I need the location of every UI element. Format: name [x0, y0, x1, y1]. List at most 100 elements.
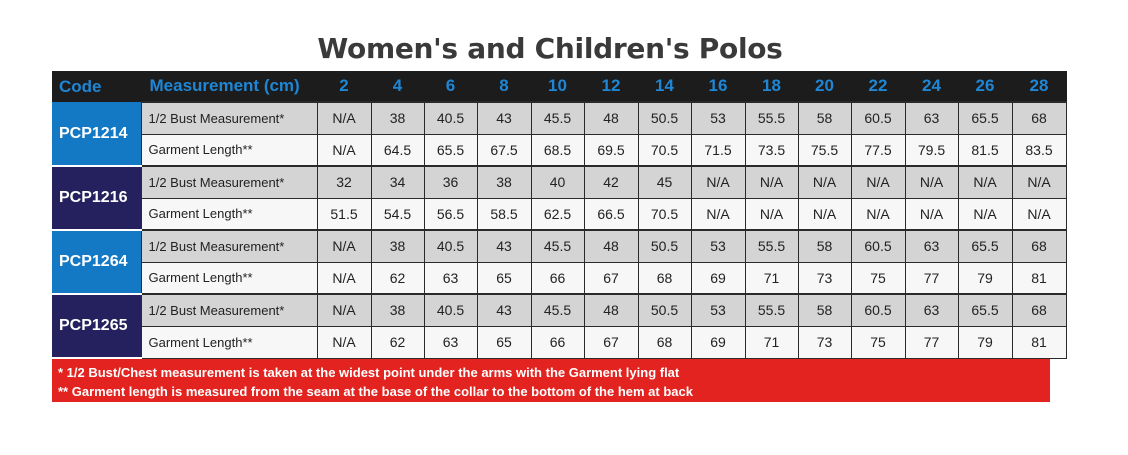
table-header-row: Code Measurement (cm) 2 4 6 8 10 12 14 16 18 20 22… [52, 71, 1067, 102]
measurement-value: 69 [690, 261, 746, 295]
measurement-value: 50.5 [637, 293, 692, 327]
size-table: Code Measurement (cm) 2 4 6 8 10 12 14 16 18 20 22… [52, 71, 1067, 359]
table-row: PCP1216 1/2 Bust Measurement* 32 34 36 38 40 42… [52, 165, 1067, 231]
header-size: 20 [798, 71, 852, 102]
measurement-value: 64.5 [370, 133, 425, 167]
measurement-value: 60.5 [850, 293, 906, 327]
measurement-value: 55.5 [744, 293, 799, 327]
footnote-length: ** Garment length is measured from the s… [58, 384, 693, 399]
measurement-value: 65 [476, 325, 532, 359]
measurement-value: 83.5 [1011, 133, 1067, 167]
measurement-value: 65.5 [957, 293, 1013, 327]
measurement-value: 58 [797, 101, 852, 135]
header-size: 14 [638, 71, 692, 102]
measurement-value: 71.5 [690, 133, 746, 167]
measurement-value: 45 [637, 165, 692, 199]
header-size: 4 [371, 71, 425, 102]
measurement-value: 34 [370, 165, 425, 199]
measurement-value: 43 [476, 229, 532, 263]
header-size: 28 [1012, 71, 1067, 102]
measurement-label: Garment Length** [140, 261, 318, 295]
measurement-value: 73 [797, 325, 852, 359]
header-size: 12 [584, 71, 639, 102]
measurement-value: N/A [316, 101, 372, 135]
measurement-value: 75 [850, 261, 906, 295]
footnote-bust: * 1/2 Bust/Chest measurement is taken at… [58, 365, 680, 380]
measurement-label: 1/2 Bust Measurement* [140, 293, 318, 327]
measurement-value: 81 [1011, 325, 1067, 359]
measurement-value: 63 [423, 325, 478, 359]
measurement-value: 38 [370, 229, 425, 263]
size-chart: Code Measurement (cm) 2 4 6 8 10 12 14 16 18 20 22… [52, 71, 1067, 404]
measurement-value: N/A [1011, 197, 1067, 231]
measurement-value: 75.5 [797, 133, 852, 167]
measurement-value: N/A [957, 165, 1013, 199]
product-code: PCP1264 [52, 230, 141, 295]
measurement-value: 63 [904, 229, 959, 263]
measurement-value: N/A [690, 165, 746, 199]
header-size: 8 [477, 71, 532, 102]
measurement-value: 79.5 [904, 133, 959, 167]
measurement-value: N/A [904, 165, 959, 199]
table-row: Garment Length** N/A 62 63 65 66 67 68 69 71 73 75 7… [52, 261, 1067, 295]
page-title: Women's and Children's Polos [317, 32, 783, 65]
measurement-value: 73.5 [744, 133, 799, 167]
measurement-label: Garment Length** [140, 325, 318, 359]
measurement-value: 67 [583, 325, 639, 359]
measurement-value: 77 [904, 325, 959, 359]
measurement-value: 45.5 [530, 229, 585, 263]
measurement-value: 45.5 [530, 101, 585, 135]
measurement-value: N/A [316, 293, 372, 327]
measurement-value: 54.5 [370, 197, 425, 231]
product-code: PCP1216 [52, 166, 141, 231]
measurement-value: 51.5 [316, 197, 372, 231]
measurement-value: N/A [797, 197, 852, 231]
measurement-value: 43 [476, 293, 532, 327]
measurement-label: Garment Length** [140, 133, 318, 167]
measurement-value: 40.5 [423, 229, 478, 263]
table-row: PCP1265 1/2 Bust Measurement* N/A 38 40.5 43 4… [52, 293, 1067, 359]
header-size: 6 [424, 71, 478, 102]
table-row: Garment Length** N/A 64.5 65.5 67.5 68.5 69.5 7… [52, 133, 1067, 167]
header-measurement: Measurement (cm) [141, 71, 318, 102]
measurement-value: 68 [1011, 293, 1067, 327]
measurement-value: 70.5 [637, 133, 692, 167]
measurement-value: N/A [316, 325, 372, 359]
measurement-value: 53 [690, 293, 746, 327]
measurement-value: 60.5 [850, 101, 906, 135]
header-size: 22 [851, 71, 906, 102]
measurement-value: 58 [797, 229, 852, 263]
measurement-value: 40.5 [423, 293, 478, 327]
measurement-value: N/A [316, 133, 372, 167]
header-code: Code [52, 71, 142, 102]
measurement-value: 63 [904, 101, 959, 135]
measurement-value: 65.5 [957, 101, 1013, 135]
table-row: Garment Length** 51.5 54.5 56.5 58.5 62.5 66.5… [52, 197, 1067, 231]
measurement-value: 56.5 [423, 197, 478, 231]
measurement-label: 1/2 Bust Measurement* [140, 101, 318, 135]
measurement-value: 62 [370, 325, 425, 359]
header-size: 2 [317, 71, 372, 102]
measurement-value: 79 [957, 325, 1013, 359]
measurement-value: 79 [957, 261, 1013, 295]
measurement-value: N/A [316, 261, 372, 295]
measurement-value: 71 [744, 261, 799, 295]
measurement-value: N/A [744, 165, 799, 199]
measurement-value: 48 [583, 293, 639, 327]
header-size: 26 [958, 71, 1013, 102]
measurement-value: 62.5 [530, 197, 585, 231]
table-row: PCP1214 1/2 Bust Measurement* N/A 38 40.5 43 4… [52, 101, 1067, 167]
measurement-value: 77.5 [850, 133, 906, 167]
measurement-value: 68.5 [530, 133, 585, 167]
measurement-value: 40.5 [423, 101, 478, 135]
measurement-value: 68 [1011, 101, 1067, 135]
measurement-value: 58 [797, 293, 852, 327]
measurement-value: 68 [637, 325, 692, 359]
measurement-value: 38 [476, 165, 532, 199]
measurement-value: 55.5 [744, 101, 799, 135]
measurement-value: 67.5 [476, 133, 532, 167]
measurement-value: N/A [744, 197, 799, 231]
measurement-value: 43 [476, 101, 532, 135]
product-code: PCP1265 [52, 294, 141, 359]
measurement-value: 66 [530, 261, 585, 295]
